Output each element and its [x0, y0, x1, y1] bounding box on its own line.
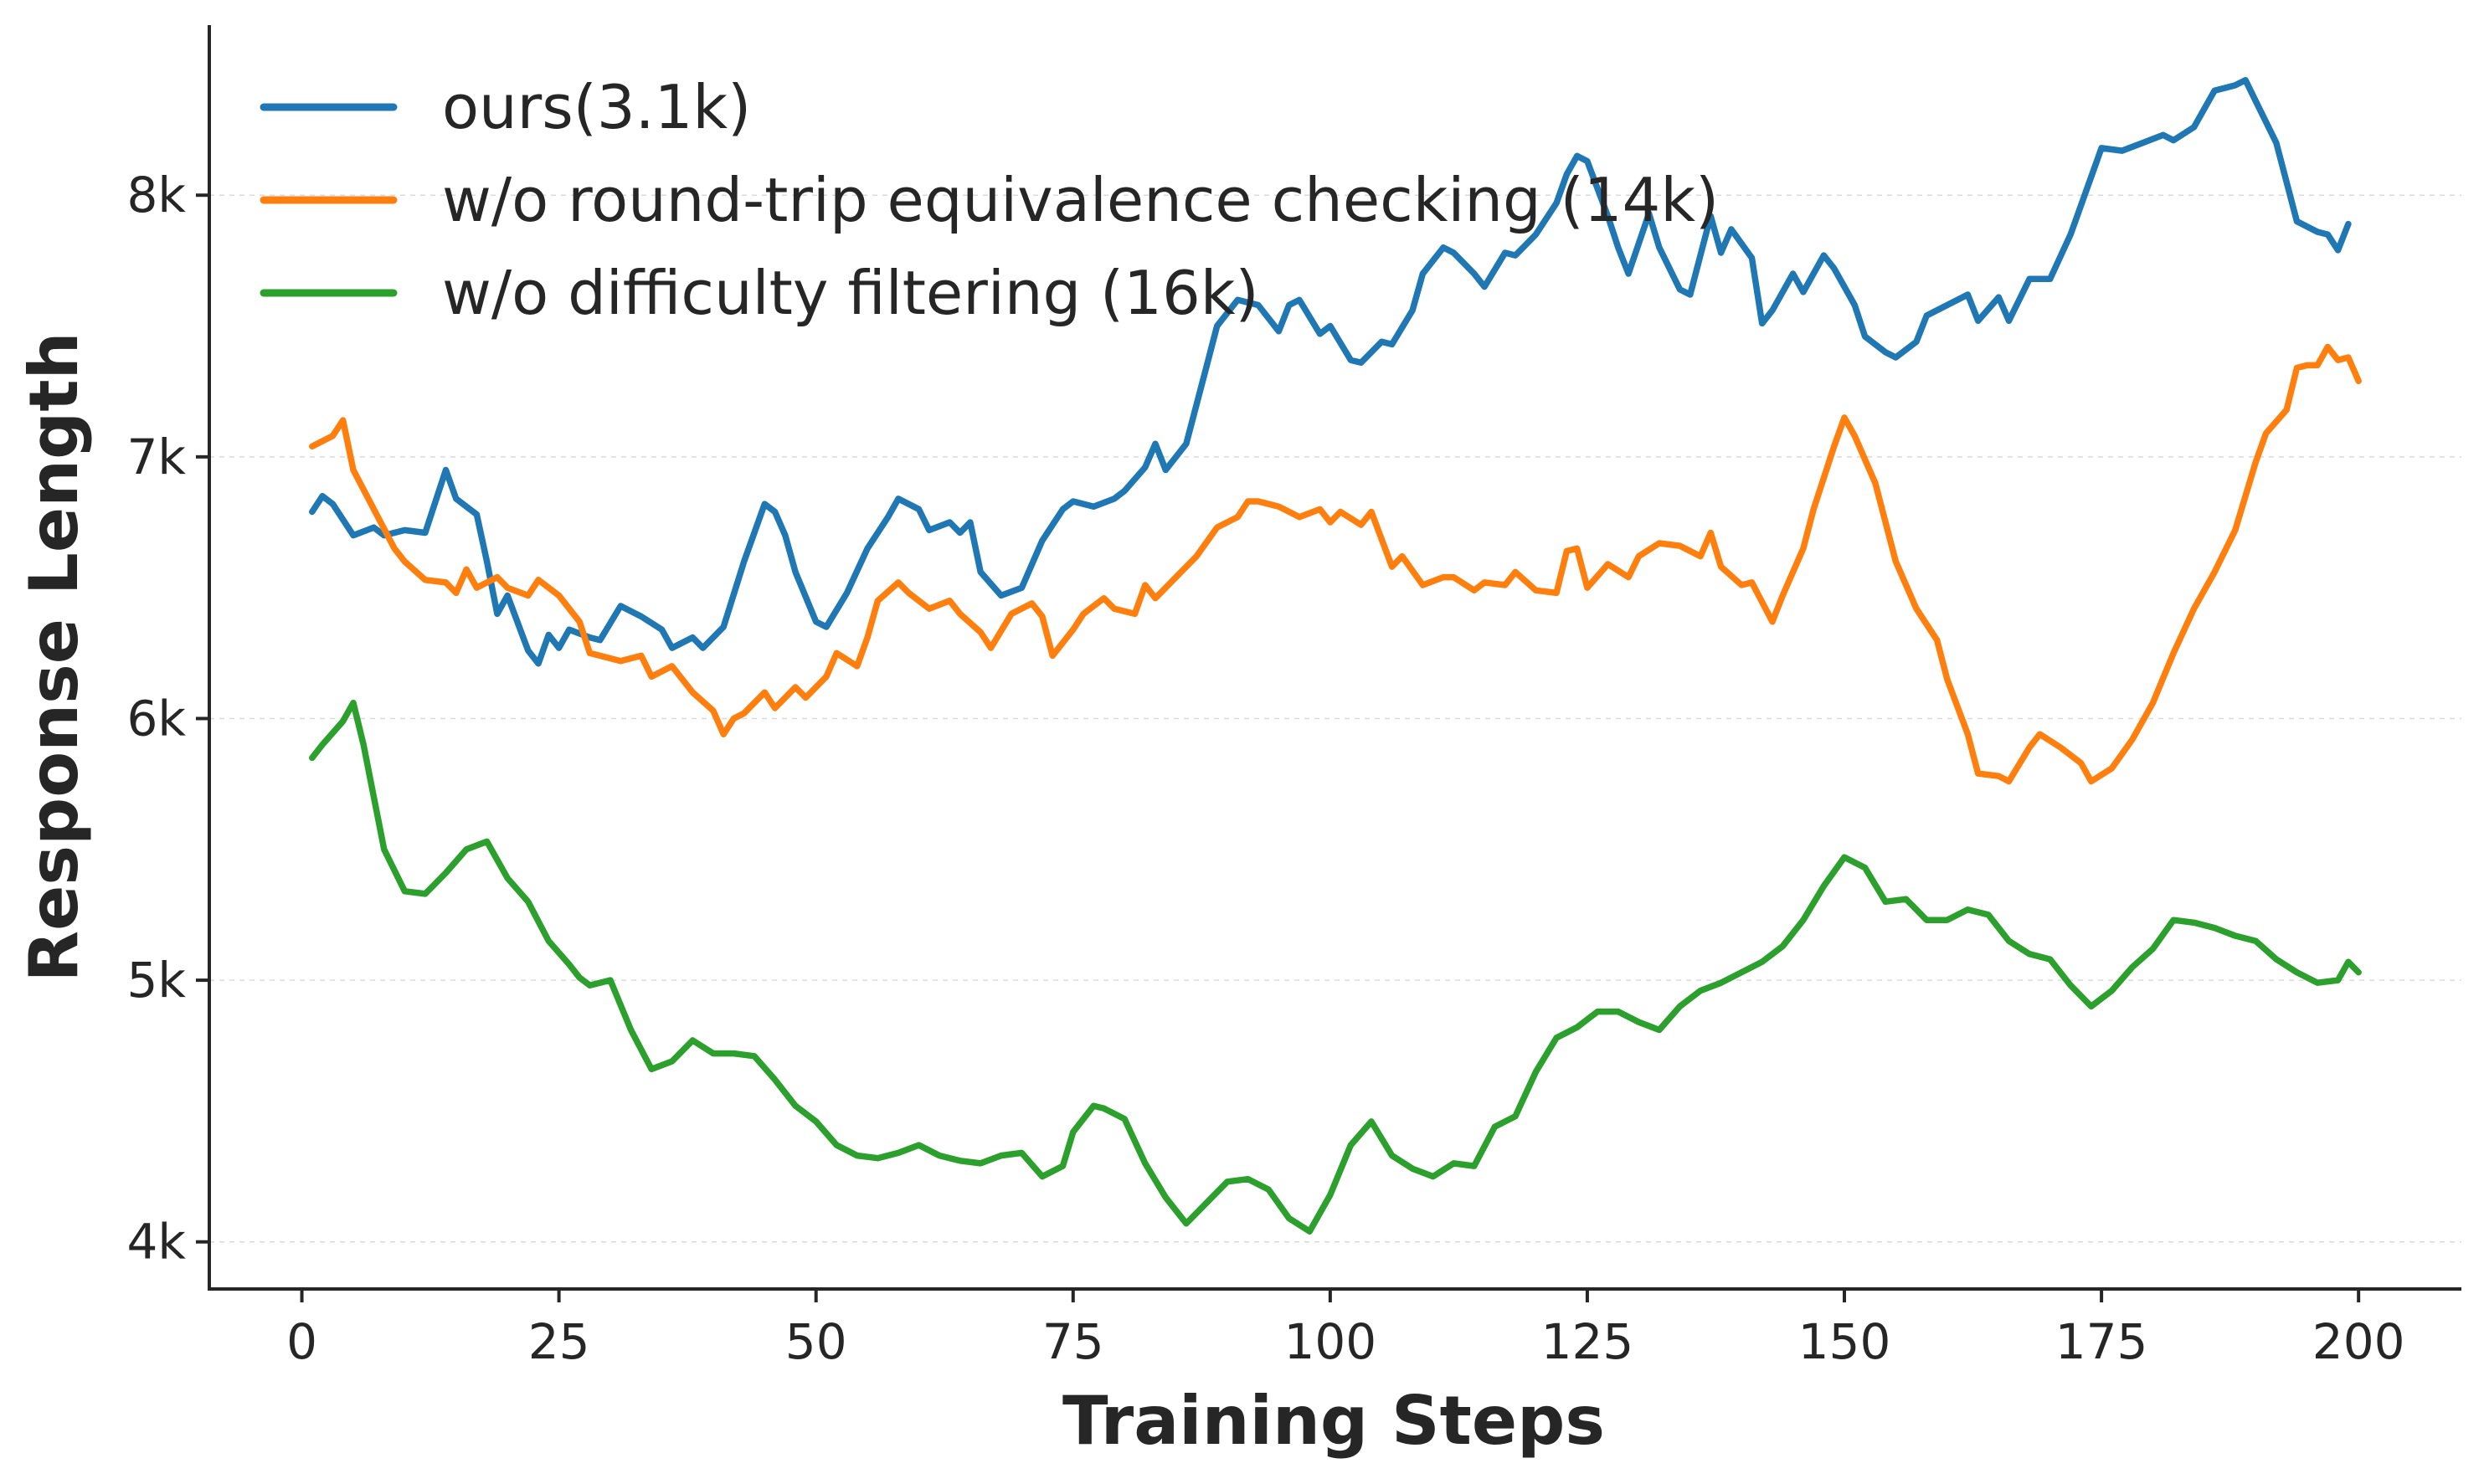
y-tick-label: 8k — [127, 167, 187, 223]
x-tick-label: 150 — [1798, 1313, 1891, 1370]
x-tick-label: 200 — [2312, 1313, 2405, 1370]
axes — [208, 25, 2461, 1291]
legend-label-1: ours(3.1k) — [442, 72, 751, 142]
legend-label-2: w/o round-trip equivalence checking (14k… — [442, 165, 1719, 235]
x-tick-label: 0 — [286, 1313, 317, 1370]
x-tick-label: 125 — [1541, 1313, 1634, 1370]
x-ticks: 0 25 50 75 100 125 150 175 200 — [286, 1289, 2405, 1370]
legend: ours(3.1k) w/o round-trip equivalence che… — [260, 72, 1719, 328]
series-line-1 — [309, 76, 2352, 667]
legend-label-3: w/o difficulty filtering (16k) — [442, 258, 1259, 328]
y-axis-title: Response Length — [15, 331, 93, 982]
y-tick-label: 5k — [127, 952, 187, 1009]
series-line-2 — [309, 343, 2362, 785]
series-line-3 — [309, 699, 2362, 1235]
y-tick-label: 6k — [127, 690, 187, 747]
x-tick-label: 100 — [1283, 1313, 1376, 1370]
x-tick-label: 25 — [528, 1313, 590, 1370]
x-tick-label: 50 — [785, 1313, 847, 1370]
x-tick-label: 75 — [1042, 1313, 1104, 1370]
y-tick-label: 7k — [127, 429, 187, 485]
grid — [209, 194, 2461, 1243]
series-lines — [309, 76, 2362, 1235]
x-axis-title: Training Steps — [1062, 1382, 1605, 1460]
y-ticks: 4k 5k 6k 7k 8k — [127, 167, 209, 1271]
x-tick-label: 175 — [2055, 1313, 2148, 1370]
y-tick-label: 4k — [127, 1214, 187, 1271]
